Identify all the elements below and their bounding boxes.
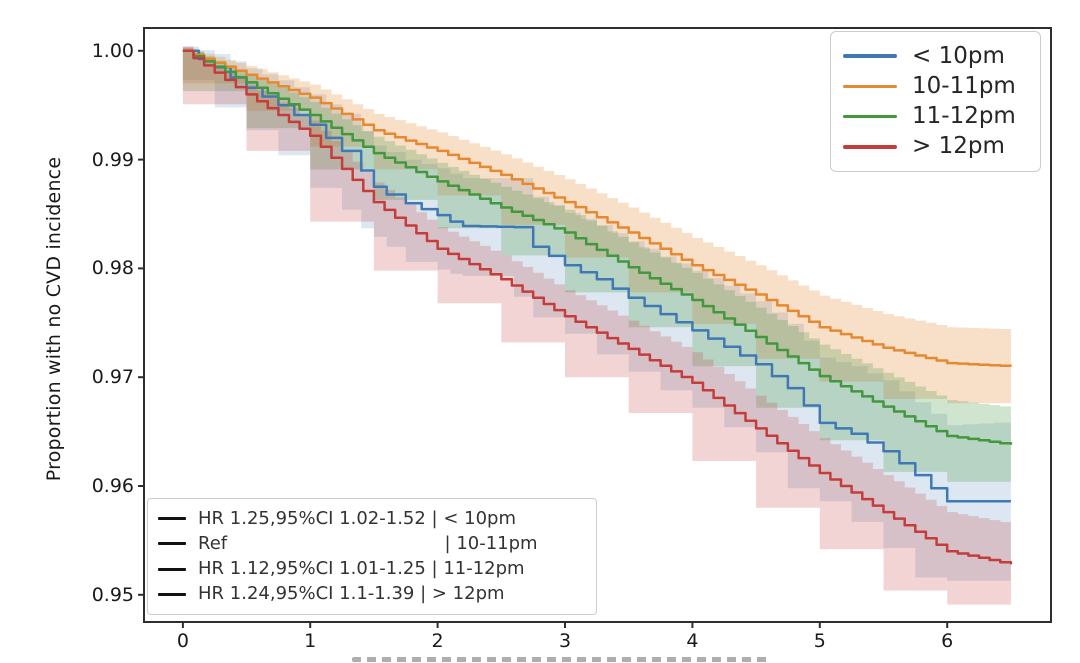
y-tick-label-1.00: 1.00: [91, 39, 134, 62]
hr-row-line-swatch: [158, 592, 186, 596]
hr-row-line-swatch: [158, 567, 186, 571]
km-band-0: [182, 46, 1011, 581]
x-tick-label-6: 6: [941, 630, 954, 652]
y-tick-label-0.99: 0.99: [91, 148, 134, 171]
legend-label-lt-10pm: < 10pm: [912, 42, 1005, 69]
x-axis-title-cropped: [352, 657, 772, 662]
hr-row-line-swatch: [158, 517, 186, 521]
km-line-3: [182, 49, 1013, 565]
x-tick-label-0: 0: [176, 630, 189, 652]
x-tick-label-1: 1: [304, 630, 317, 652]
legend-swatch-gt-12pm: [843, 145, 897, 149]
legend-item-10-11pm: 10-11pm: [843, 72, 1028, 99]
hazard-ratio-annotation-box: HR 1.25,95%CI 1.02-1.52 | < 10pm Ref | 1…: [147, 498, 597, 615]
hr-row-text: HR 1.25,95%CI 1.02-1.52 | < 10pm: [198, 507, 516, 529]
legend-label-10-11pm: 10-11pm: [912, 72, 1016, 99]
legend-swatch-11-12pm: [843, 114, 897, 119]
legend-label-gt-12pm: > 12pm: [912, 133, 1005, 160]
km-line-2: [182, 49, 1013, 445]
x-tick-label-5: 5: [813, 630, 826, 652]
legend-swatch-lt-10pm: [843, 54, 897, 58]
axes-frame: [143, 27, 1052, 623]
legend-item-11-12pm: 11-12pm: [843, 105, 1028, 128]
km-band-3: [182, 46, 1011, 605]
hr-row-11-12pm: HR 1.12,95%CI 1.01-1.25 | 11-12pm: [158, 560, 586, 578]
km-line-0: [182, 49, 1011, 503]
y-tick-label-0.98: 0.98: [91, 257, 134, 280]
y-tick-label-0.96: 0.96: [91, 475, 134, 497]
x-tick-label-4: 4: [686, 630, 699, 652]
x-tick-labels: 0 1 2 3 4 5 6: [0, 630, 1080, 654]
legend-item-lt-10pm: < 10pm: [843, 42, 1028, 69]
km-line-1: [182, 49, 1013, 368]
x-tick-label-3: 3: [558, 630, 572, 652]
x-tick-label-2: 2: [431, 630, 444, 652]
km-band-2: [182, 47, 1011, 482]
y-tick-label-0.95: 0.95: [91, 583, 134, 606]
hr-row-lt-10pm: HR 1.25,95%CI 1.02-1.52 | < 10pm: [158, 507, 586, 529]
legend: < 10pm 10-11pm 11-12pm > 12pm: [830, 31, 1041, 172]
hr-row-text: HR 1.24,95%CI 1.1-1.39 | > 12pm: [198, 583, 505, 605]
legend-swatch-10-11pm: [843, 84, 897, 89]
legend-item-gt-12pm: > 12pm: [843, 135, 1028, 158]
hr-row-text: HR 1.12,95%CI 1.01-1.25 | 11-12pm: [198, 558, 525, 580]
y-tick-label-0.97: 0.97: [91, 366, 134, 389]
hr-row-gt-12pm: HR 1.24,95%CI 1.1-1.39 | > 12pm: [158, 585, 586, 603]
hr-row-text: Ref | 10-11pm: [198, 532, 538, 554]
hr-row-10-11pm: Ref | 10-11pm: [158, 532, 586, 554]
y-tick-labels: 1.00 0.99 0.98 0.97 0.96 0.95: [0, 0, 134, 663]
hr-row-line-swatch: [158, 542, 186, 546]
legend-label-11-12pm: 11-12pm: [912, 103, 1016, 130]
km-band-1: [182, 47, 1011, 404]
